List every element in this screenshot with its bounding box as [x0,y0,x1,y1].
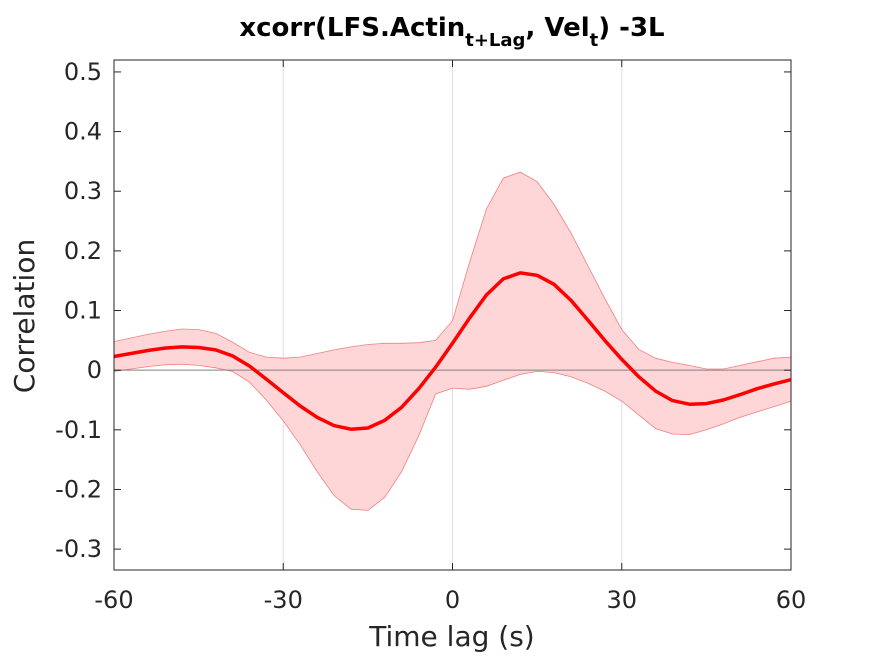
y-tick-label: -0.3 [55,535,102,563]
y-tick-label: 0.1 [64,297,102,325]
y-tick-label: 0.3 [64,177,102,205]
x-tick-label: -60 [94,586,133,614]
title-middle: , Vel [525,13,589,43]
tick-labels: -60 -30 0 30 60 -0.3 -0.2 -0.1 0 0.1 0.2 0.3 0.4 0.5 [55,58,806,614]
y-tick-label: 0.4 [64,118,102,146]
x-tick-label: 30 [606,586,637,614]
title-main: xcorr(LFS.Actin [239,13,465,43]
y-tick-label: 0 [87,356,102,384]
grid-lines [282,60,623,570]
mean-correlation-line [113,271,792,431]
title-subscript-lag: t+Lag [465,30,525,51]
x-tick-label: -30 [264,586,303,614]
y-tick-label: 0.5 [64,58,102,86]
title-end: ) -3L [598,13,664,43]
axes [113,59,792,571]
y-axis-label: Correlation [8,239,41,393]
title-subscript-t: t [590,30,599,51]
y-tick-label: 0.2 [64,237,102,265]
y-tick-label: -0.1 [55,416,102,444]
mean-series [113,271,792,431]
x-axis-label: Time lag (s) [368,620,534,653]
x-tick-label: 0 [445,586,460,614]
y-tick-label: -0.2 [55,475,102,503]
chart-title: xcorr(LFS.Actint+Lag, Velt) -3L [239,13,664,51]
x-tick-label: 60 [776,586,807,614]
